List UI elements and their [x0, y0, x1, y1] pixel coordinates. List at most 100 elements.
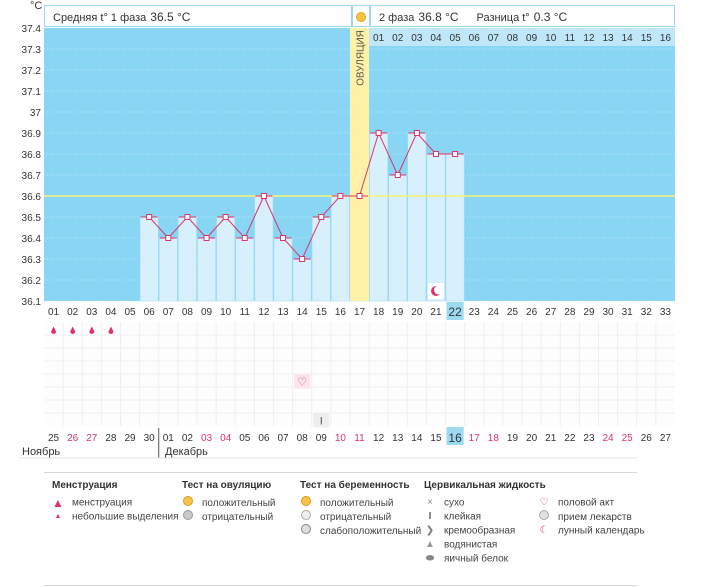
- cycle-day-label: 31: [622, 307, 634, 318]
- calendar-date-label: 27: [660, 433, 672, 444]
- phase2-day-label: 11: [565, 33, 576, 44]
- drop-small-icon: [51, 326, 57, 334]
- cycle-day-label: 07: [163, 307, 175, 318]
- temperature-point: [146, 214, 153, 220]
- cycle-day-label: 25: [507, 307, 519, 318]
- y-tick-label: 36.5: [22, 213, 42, 224]
- phase2-day-label: 15: [641, 33, 653, 44]
- calendar-date-label: 14: [411, 433, 423, 444]
- diff-label: Разница t°: [476, 12, 530, 24]
- cycle-day-label: 32: [641, 307, 653, 318]
- calendar-date-label: 04: [220, 433, 232, 444]
- y-tick-label: 36.6: [22, 192, 42, 203]
- calendar-date-label: 27: [86, 433, 98, 444]
- legend-menstruation: Менструация ▲ менструация ▲ небольшие выде…: [52, 480, 179, 524]
- heart-icon: ♡: [297, 377, 307, 389]
- calendar-date-label: 26: [641, 433, 653, 444]
- temperature-point: [432, 151, 439, 157]
- egg-white-icon: ⬬: [425, 553, 435, 564]
- legend-divider-bottom: [44, 585, 637, 586]
- phase2-day-label: 08: [507, 33, 519, 44]
- phase2-day-label: 03: [411, 33, 423, 44]
- calendar-date-label: 08: [297, 433, 309, 444]
- y-tick-label: 37: [30, 108, 42, 119]
- calendar-date-label: 30: [144, 433, 156, 444]
- cycle-day-label: 33: [660, 307, 672, 318]
- temperature-point: [394, 172, 401, 178]
- watery-icon: ▲: [425, 539, 435, 550]
- cycle-day-label: 09: [201, 307, 213, 318]
- negative-test-icon: [300, 510, 312, 525]
- phase2-day-label: 12: [583, 33, 595, 44]
- current-day-highlight: [446, 302, 464, 320]
- calendar-date-label: 21: [545, 433, 557, 444]
- phase2-day-label: 09: [526, 33, 538, 44]
- phase2-day-label: 16: [660, 33, 672, 44]
- calendar-date-label: 25: [48, 433, 60, 444]
- y-tick-label: 36.4: [22, 234, 42, 245]
- temperature-bar: [407, 132, 427, 302]
- legend-item: небольшие выделения: [72, 511, 179, 523]
- y-tick-label: 36.7: [22, 171, 42, 182]
- month-november: Ноябрь: [22, 446, 61, 458]
- y-tick-label: 37.2: [22, 66, 42, 77]
- pill-icon: [538, 510, 550, 525]
- phase2-day-label: 04: [430, 33, 442, 44]
- cycle-day-label: 29: [583, 307, 595, 318]
- temperature-bar: [369, 132, 388, 302]
- temperature-bar: [292, 258, 312, 302]
- cycle-day-label: 19: [392, 307, 404, 318]
- cycle-day-label: 16: [335, 307, 347, 318]
- cycle-day-label: 03: [86, 307, 98, 318]
- temperature-point: [452, 151, 459, 157]
- temperature-bar: [158, 237, 178, 302]
- cycle-day-label: 21: [430, 307, 442, 318]
- legend-item: слабоположительный: [320, 526, 422, 538]
- temperature-point: [318, 214, 325, 220]
- month-december: Декабрь: [165, 446, 208, 458]
- temperature-point: [241, 235, 248, 241]
- temperature-bar: [331, 195, 350, 302]
- ovulation-band: [349, 28, 370, 301]
- calendar-date-label: 18: [488, 433, 500, 444]
- y-tick-label: 36.8: [22, 150, 42, 161]
- temperature-bar: [254, 195, 274, 302]
- y-tick-label: 37.3: [22, 45, 42, 56]
- temperature-point: [165, 235, 172, 241]
- calendar-date-label: 25: [622, 433, 634, 444]
- temperature-bar: [388, 174, 408, 302]
- y-tick-label: 36.9: [22, 129, 42, 140]
- ovulation-label: ОВУЛЯЦИЯ: [356, 30, 367, 86]
- legend-ovulation-test: Тест на овуляцию положительный отрицател…: [182, 480, 275, 524]
- current-date-highlight: [446, 427, 464, 445]
- calendar-date-label: 17: [469, 433, 481, 444]
- legend-cervical-title: Цервикальная жидкость: [424, 480, 546, 491]
- moon-icon-cut: [433, 285, 443, 295]
- sticky-icon-bg: [313, 413, 330, 428]
- calendar-date-label: 06: [258, 433, 270, 444]
- legend-divider-top: [44, 472, 637, 473]
- legend-item: отрицательный: [320, 512, 392, 524]
- y-tick-label: 36.3: [22, 255, 42, 266]
- calendar-date-label: 10: [335, 433, 347, 444]
- y-tick-label: 36.1: [22, 297, 42, 308]
- legend-pregnancy-test-title: Тест на беременность: [300, 480, 410, 491]
- calendar-date-label: 28: [105, 433, 117, 444]
- cycle-day-label: 22: [448, 305, 462, 319]
- cycle-day-label: 23: [469, 307, 481, 318]
- cycle-day-label: 14: [297, 307, 309, 318]
- temperature-point: [299, 256, 306, 262]
- phase2-value: 36.8 °C: [418, 10, 459, 24]
- temperature-point: [375, 130, 382, 136]
- sticky-icon: I: [320, 416, 323, 428]
- legend-item: водянистая: [444, 539, 498, 551]
- legend-other: ♡ половой акт прием лекарств ☾ лунный кале…: [538, 496, 645, 538]
- phase2-day-label: 13: [603, 33, 615, 44]
- calendar-date-label: 09: [316, 433, 328, 444]
- legend-item: половой акт: [558, 497, 615, 509]
- cycle-day-label: 27: [545, 307, 557, 318]
- temperature-bar: [426, 153, 446, 302]
- sticky-icon: I: [428, 511, 432, 522]
- phase2-day-label: 14: [622, 33, 634, 44]
